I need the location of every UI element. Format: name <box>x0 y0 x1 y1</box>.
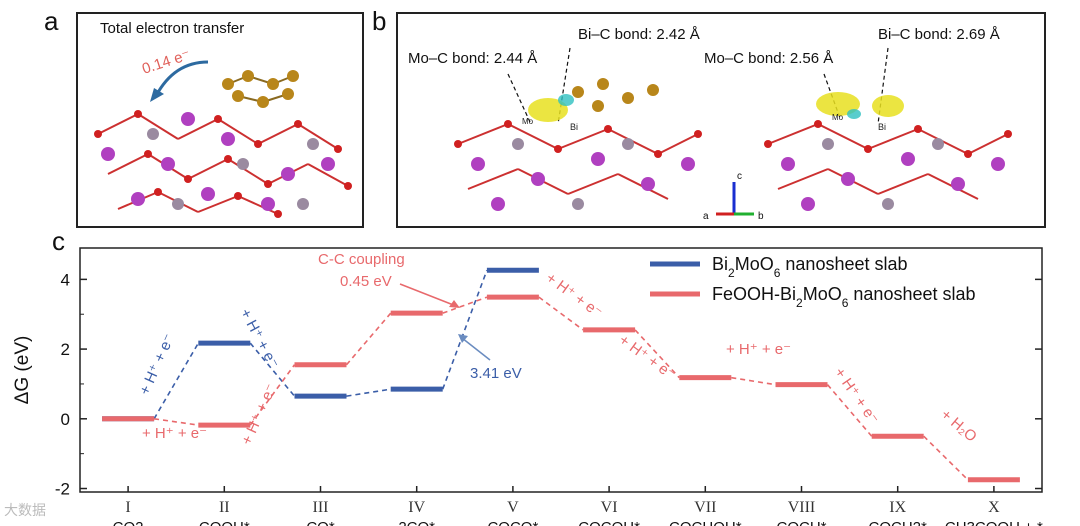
blue-h-e-label-2: + H⁺ + e⁻ <box>236 306 282 371</box>
panel-a-title: Total electron transfer <box>100 20 245 37</box>
red-h-e-label-6: + H⁺ + e⁻ <box>831 365 882 428</box>
watermark: 大数据 <box>4 502 46 518</box>
species-label: CO2 <box>113 519 144 526</box>
step-roman-label: V <box>507 499 519 516</box>
connector-line <box>538 296 584 331</box>
legend-label: FeOOH-Bi2MoO6 nanosheet slab <box>712 284 976 310</box>
plot-frame <box>79 247 1043 493</box>
transfer-arrow <box>154 60 209 97</box>
connector-line <box>153 418 199 426</box>
species-label: COCH* <box>776 519 826 526</box>
connector-line <box>441 270 488 390</box>
legend-label: Bi2MoO6 nanosheet slab <box>712 254 908 280</box>
red-h-e-label-5: + H⁺ + e⁻ <box>726 341 791 358</box>
axis-c-label: c <box>737 171 742 182</box>
connector-line <box>153 342 199 420</box>
panel-b-box: Bi–C bond: 2.42 Å Mo–C bond: 2.44 Å Bi–C… <box>396 12 1046 228</box>
connector-line <box>731 376 776 386</box>
connector-line <box>923 435 969 481</box>
y-tick-label: 2 <box>61 340 70 359</box>
y-axis-title: ΔG (eV) <box>12 336 33 405</box>
connector-line <box>249 364 296 426</box>
panel-b-letter: b <box>372 6 387 36</box>
species-label: CH3COOH + * <box>945 519 1043 526</box>
species-label: CO* <box>306 519 335 526</box>
x-axis-labels: I CO2 II COOH* III CO* IV 2CO* V COCO* VI COCOH* VII… <box>113 486 1043 526</box>
connector-line <box>346 388 391 397</box>
connector-line <box>249 342 296 397</box>
cc-arrowhead <box>449 300 460 308</box>
right-bic-bond-label: Bi–C bond: 2.69 Å <box>878 26 1000 43</box>
axis-b-label: b <box>758 211 764 222</box>
step-roman-label: I <box>125 499 130 516</box>
left-mo-atom-label: Mo <box>522 117 534 126</box>
species-label: COOH* <box>199 519 250 526</box>
panel-b-structures: Mo Bi Mo Bi <box>454 47 1012 222</box>
species-label: COCO* <box>487 519 538 526</box>
connector-line <box>634 329 680 379</box>
red-h-e-label-2: + H⁺ + e⁻ <box>238 381 280 447</box>
panel-a-box: Total electron transfer 0.14 e⁻ <box>76 12 364 228</box>
step-roman-label: III <box>313 499 329 516</box>
blue-barrier-label: 3.41 eV <box>470 365 522 382</box>
cc-arrow <box>399 283 457 307</box>
blue-barrier-arrow <box>461 337 491 361</box>
blue-h-e-label-1: + H⁺ + e⁻ <box>136 331 178 397</box>
right-bi-atom-label: Bi <box>878 122 886 132</box>
panel-c-letter: c <box>52 226 65 256</box>
connector-line <box>826 384 873 437</box>
series-layer <box>102 267 1020 483</box>
series-feooh-bi2moo6 <box>102 294 1020 483</box>
y-tick-label: 4 <box>61 270 70 289</box>
panel-a-structure: 0.14 e⁻ <box>94 46 352 218</box>
step-roman-label: X <box>988 499 1000 516</box>
left-bic-bond-label: Bi–C bond: 2.42 Å <box>578 26 700 43</box>
species-label: COCH2* <box>869 519 928 526</box>
axis-a-label: a <box>703 211 709 222</box>
connector-line <box>345 312 392 366</box>
red-h-e-label-4: + H⁺ + e⁻ <box>616 331 679 383</box>
electron-transfer-label: 0.14 e⁻ <box>140 46 192 78</box>
species-label: COCHOH* <box>669 519 742 526</box>
blue-barrier-arrowhead <box>458 334 468 343</box>
species-label: COCOH* <box>578 519 640 526</box>
legend: Bi2MoO6 nanosheet slab FeOOH-Bi2MoO6 nano… <box>650 254 976 310</box>
left-moc-bond-label: Mo–C bond: 2.44 Å <box>408 50 538 67</box>
right-moc-bond-label: Mo–C bond: 2.56 Å <box>704 50 834 67</box>
step-roman-label: IV <box>408 499 425 516</box>
cc-coupling-label: C-C coupling <box>318 251 405 268</box>
step-roman-label: VI <box>601 499 618 516</box>
y-tick-label: -2 <box>55 480 70 499</box>
y-tick-label: 0 <box>61 410 70 429</box>
step-roman-label: IX <box>889 499 906 516</box>
transfer-arrowhead <box>150 88 164 102</box>
step-roman-label: VIII <box>788 499 816 516</box>
red-h-e-label-3: + H⁺ + e⁻ <box>543 269 606 321</box>
red-h2o-label: + H₂O <box>937 406 980 446</box>
step-roman-label: VII <box>694 499 716 516</box>
free-energy-chart: -2 0 2 4 ΔG (eV) I CO2 II COOH* III CO* IV 2CO* V CO… <box>12 247 1043 526</box>
cc-barrier-label: 0.45 eV <box>340 273 392 290</box>
step-roman-label: II <box>219 499 230 516</box>
right-mo-atom-label: Mo <box>832 113 844 122</box>
red-h-e-label-1: + H⁺ + e⁻ <box>142 425 207 442</box>
connector-line <box>442 296 488 314</box>
species-label: 2CO* <box>398 519 435 526</box>
panel-a-letter: a <box>44 6 59 36</box>
y-axis: -2 0 2 4 <box>55 270 1042 499</box>
left-bi-atom-label: Bi <box>570 122 578 132</box>
